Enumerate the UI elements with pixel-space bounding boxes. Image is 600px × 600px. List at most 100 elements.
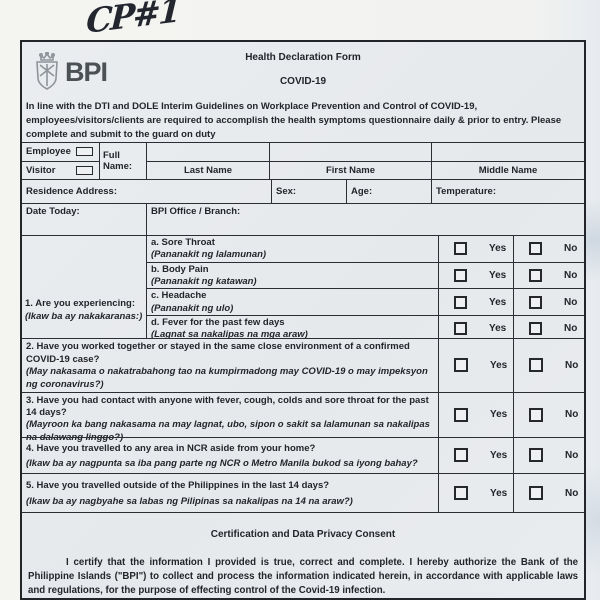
question-text: 2. Have you worked together or stayed in…	[22, 339, 439, 392]
question-1-label: 1. Are you experiencing:	[25, 298, 135, 310]
no-checkbox[interactable]	[529, 322, 542, 336]
no-checkbox[interactable]	[529, 358, 543, 373]
question-text: 3. Have you had contact with anyone with…	[22, 392, 439, 443]
yes-checkbox[interactable]	[454, 407, 468, 422]
last-name-input[interactable]	[147, 143, 269, 162]
form-header: BPI Health Declaration Form COVID-19	[22, 42, 584, 98]
no-checkbox[interactable]	[529, 486, 543, 500]
question-text: 5. Have you travelled outside of the Phi…	[22, 474, 439, 512]
residence-address-field[interactable]: Residence Address:	[22, 180, 272, 204]
middle-name-cell: Middle Name	[432, 143, 584, 179]
middle-name-label: Middle Name	[478, 164, 538, 176]
yes-checkbox[interactable]	[454, 269, 467, 283]
no-label: No	[564, 296, 578, 308]
yes-cell: Yes	[439, 392, 514, 437]
yes-cell: Yes	[439, 474, 514, 512]
visitor-label: Visitor	[26, 164, 56, 176]
no-cell: No	[514, 289, 584, 315]
symptom-tagalog: (Pananakit ng lalamunan)	[151, 249, 267, 261]
yes-checkbox[interactable]	[454, 242, 467, 256]
symptom-row-fever: d. Fever for the past few days (Lagnat s…	[147, 315, 584, 342]
symptom-en: c. Headache	[151, 290, 207, 302]
question-2: 2. Have you worked together or stayed in…	[22, 338, 584, 392]
yes-checkbox[interactable]	[454, 322, 467, 336]
no-checkbox[interactable]	[529, 242, 542, 256]
applicant-type-cell: Employee Visitor	[22, 143, 100, 180]
middle-name-input[interactable]	[432, 143, 584, 162]
no-cell: No	[514, 339, 584, 391]
age-field[interactable]: Age:	[347, 180, 432, 204]
form-titles: Health Declaration Form COVID-19	[22, 52, 584, 87]
yes-label: Yes	[490, 487, 508, 499]
no-checkbox[interactable]	[529, 448, 543, 463]
first-name-cell: First Name	[270, 143, 432, 180]
yes-cell: Yes	[439, 316, 514, 342]
no-cell: No	[514, 474, 584, 512]
no-checkbox[interactable]	[529, 295, 542, 309]
yes-label: Yes	[490, 359, 508, 371]
symptom-row-sore-throat: a. Sore Throat (Pananakit ng lalamunan) …	[147, 236, 584, 262]
symptom-text: a. Sore Throat (Pananakit ng lalamunan)	[147, 236, 439, 262]
yes-label: Yes	[489, 323, 507, 335]
temperature-field[interactable]: Temperature:	[436, 186, 497, 198]
yes-label: Yes	[489, 296, 507, 308]
employee-option: Employee	[22, 143, 99, 162]
date-today-field[interactable]: Date Today:	[22, 204, 147, 236]
question-tagalog: (May nakasama o nakatrabahong tao na kum…	[26, 366, 428, 390]
question-tagalog: (Ikaw ba ay nagpunta sa iba pang parte n…	[26, 457, 418, 469]
symptom-text: d. Fever for the past few days (Lagnat s…	[147, 316, 439, 342]
yes-checkbox[interactable]	[454, 486, 468, 500]
symptom-text: b. Body Pain (Pananakit ng katawan)	[147, 262, 439, 289]
yes-cell: Yes	[439, 236, 514, 262]
yes-label: Yes	[489, 243, 507, 255]
certification-body: I certify that the information I provide…	[28, 556, 578, 596]
yes-label: Yes	[489, 270, 507, 282]
employee-checkbox[interactable]	[76, 147, 93, 157]
last-name-cell: Last Name	[147, 143, 270, 180]
question-en: 3. Have you had contact with anyone with…	[26, 394, 429, 418]
question-1: 1. Are you experiencing: (Ikaw ba ay nak…	[22, 235, 584, 342]
symptom-tagalog: (Lagnat sa nakalipas na mga araw)	[151, 329, 308, 341]
question-5: 5. Have you travelled outside of the Phi…	[22, 473, 584, 512]
form-title: Health Declaration Form	[245, 52, 361, 63]
no-checkbox[interactable]	[529, 407, 543, 422]
yes-cell: Yes	[439, 289, 514, 316]
no-label: No	[564, 270, 578, 282]
intro-paragraph: In line with the DTI and DOLE Interim Gu…	[26, 101, 562, 140]
yes-checkbox[interactable]	[454, 295, 467, 309]
first-name-label: First Name	[325, 164, 376, 176]
bpi-office-field[interactable]: BPI Office / Branch:	[151, 206, 241, 218]
no-label: No	[564, 243, 578, 255]
yes-checkbox[interactable]	[454, 358, 468, 373]
question-tagalog: (Ikaw ba ay nagbyahe sa labas ng Pilipin…	[26, 495, 353, 507]
bpi-shield-crown-icon	[36, 52, 58, 90]
no-cell: No	[514, 438, 584, 474]
visitor-checkbox[interactable]	[76, 165, 93, 175]
symptom-tagalog: (Pananakit ng katawan)	[151, 276, 257, 288]
yes-checkbox[interactable]	[454, 448, 468, 463]
no-cell: No	[514, 236, 584, 262]
symptom-row-headache: c. Headache (Pananakit ng ulo) Yes No	[147, 288, 584, 316]
question-4: 4. Have you travelled to any area in NCR…	[22, 436, 584, 474]
no-checkbox[interactable]	[529, 269, 542, 283]
symptom-list: a. Sore Throat (Pananakit ng lalamunan) …	[147, 236, 584, 342]
symptom-tagalog: (Pananakit ng ulo)	[151, 302, 234, 314]
certification-section: Certification and Data Privacy Consent I…	[22, 511, 584, 598]
first-name-input[interactable]	[270, 143, 431, 162]
full-name-label: Full Name:	[100, 143, 147, 180]
no-label: No	[564, 323, 578, 335]
handwritten-annotation: CP#1	[85, 0, 181, 41]
no-label: No	[565, 449, 579, 461]
no-label: No	[565, 359, 579, 371]
yes-label: Yes	[490, 409, 508, 421]
no-cell: No	[514, 393, 584, 437]
no-label: No	[565, 487, 579, 499]
visitor-option: Visitor	[22, 162, 99, 180]
yes-label: Yes	[490, 449, 508, 461]
symptom-en: d. Fever for the past few days	[151, 317, 285, 329]
question-en: 2. Have you worked together or stayed in…	[26, 341, 410, 365]
yes-cell: Yes	[439, 437, 514, 474]
sex-field[interactable]: Sex:	[272, 180, 347, 204]
employee-label: Employee	[26, 146, 71, 158]
health-declaration-form: BPI Health Declaration Form COVID-19 In …	[20, 40, 586, 600]
